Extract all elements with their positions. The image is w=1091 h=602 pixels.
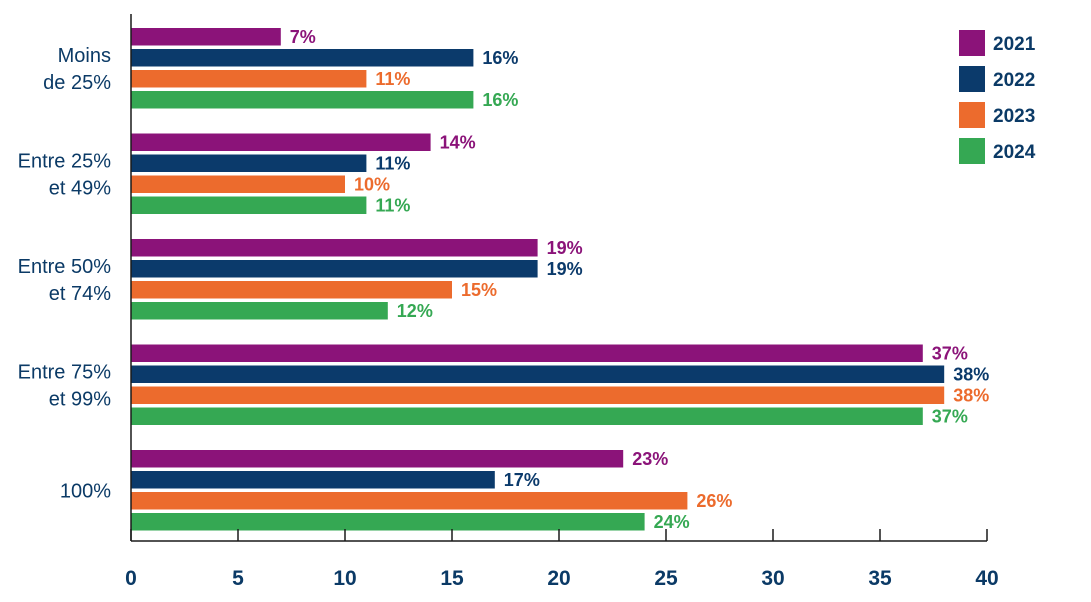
bar-2024-4 [131, 513, 645, 531]
bar-2024-3 [131, 407, 923, 425]
data-label-2023-4: 26% [696, 491, 732, 511]
data-label-2024-0: 16% [482, 90, 518, 110]
data-label-2021-1: 14% [440, 132, 476, 152]
category-label-line: 100% [60, 480, 111, 502]
bar-2024-1 [131, 196, 367, 214]
legend-swatch-2024 [959, 138, 985, 164]
x-tick-label-7: 35 [868, 567, 892, 590]
bar-2023-4 [131, 492, 688, 510]
data-label-2023-3: 38% [953, 385, 989, 405]
data-label-2022-0: 16% [482, 48, 518, 68]
bar-2022-2 [131, 260, 538, 278]
category-label-line: et 74% [49, 283, 111, 305]
category-label-line: Moins [58, 45, 111, 67]
category-label-1: Entre 25% et 49% [18, 150, 112, 199]
bar-2021-0 [131, 28, 281, 46]
bar-2024-0 [131, 91, 474, 109]
bar-2022-0 [131, 49, 474, 67]
data-labels-layer: 7%16%11%16%14%11%10%11%19%19%15%12%37%38… [290, 27, 989, 532]
data-label-2024-1: 11% [375, 195, 410, 215]
legend-swatch-2023 [959, 102, 985, 128]
data-label-2024-4: 24% [654, 512, 690, 532]
bar-2021-2 [131, 239, 538, 257]
category-label-line: et 99% [49, 388, 111, 410]
category-label-line: et 49% [49, 177, 111, 199]
x-tick-label-6: 30 [761, 567, 784, 590]
data-label-2021-2: 19% [547, 238, 583, 258]
category-label-line: Entre 75% [18, 361, 112, 383]
x-tick-label-3: 15 [440, 567, 464, 590]
category-label-0: Moins de 25% [43, 45, 111, 94]
bar-2022-3 [131, 365, 945, 383]
data-label-2023-2: 15% [461, 280, 497, 300]
axes-layer: 0 5 10 15 20 25 30 35 40 [125, 14, 999, 590]
bars-layer [131, 28, 945, 531]
data-label-2024-2: 12% [397, 301, 433, 321]
bar-2021-4 [131, 450, 624, 468]
bar-2023-3 [131, 386, 945, 404]
legend-label-2024: 2024 [993, 142, 1036, 163]
x-tick-label-1: 5 [232, 567, 244, 590]
data-label-2023-1: 10% [354, 174, 390, 194]
bar-2023-0 [131, 70, 367, 88]
legend-label-2023: 2023 [993, 106, 1035, 127]
category-label-3: Entre 75% et 99% [18, 361, 112, 410]
data-label-2021-0: 7% [290, 27, 316, 47]
data-label-2021-3: 37% [932, 343, 968, 363]
x-tick-label-8: 40 [975, 567, 998, 590]
x-tick-label-5: 25 [654, 567, 678, 590]
x-tick-label-0: 0 [125, 567, 137, 590]
bar-2023-2 [131, 281, 452, 299]
bar-2021-1 [131, 133, 431, 151]
category-label-line: Entre 25% [18, 150, 112, 172]
bar-2021-3 [131, 344, 923, 362]
data-label-2024-3: 37% [932, 406, 968, 426]
category-label-line: Entre 50% [18, 256, 112, 278]
data-label-2023-0: 11% [375, 69, 410, 89]
bar-2024-2 [131, 302, 388, 320]
bar-2022-1 [131, 154, 367, 172]
category-label-2: Entre 50% et 74% [18, 256, 112, 305]
category-labels-layer: Moins de 25% Entre 25% et 49% Entre 50% et 74… [18, 45, 112, 503]
bar-2023-1 [131, 175, 345, 193]
bar-2022-4 [131, 471, 495, 489]
data-label-2022-3: 38% [953, 364, 989, 384]
data-label-2021-4: 23% [632, 449, 668, 469]
category-label-line: de 25% [43, 72, 111, 94]
legend-label-2021: 2021 [993, 34, 1036, 55]
x-tick-label-4: 20 [547, 567, 570, 590]
category-label-4: 100% [60, 480, 111, 502]
legend-swatch-2022 [959, 66, 985, 92]
data-label-2022-1: 11% [375, 153, 410, 173]
legend: 2021 2022 2023 2024 [959, 30, 1036, 164]
legend-swatch-2021 [959, 30, 985, 56]
x-tick-label-2: 10 [333, 567, 356, 590]
data-label-2022-2: 19% [547, 259, 583, 279]
data-label-2022-4: 17% [504, 470, 540, 490]
legend-label-2022: 2022 [993, 70, 1035, 91]
